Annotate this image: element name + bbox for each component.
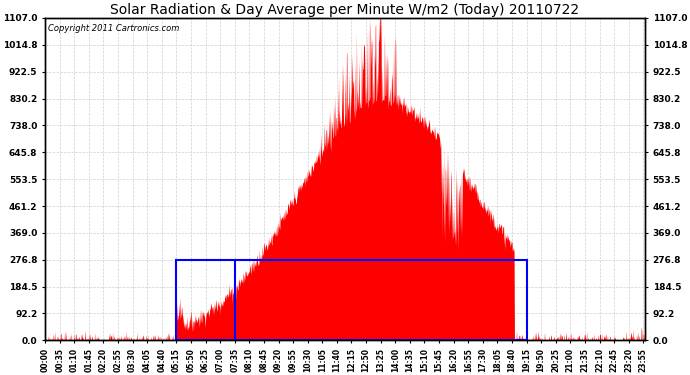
Text: Copyright 2011 Cartronics.com: Copyright 2011 Cartronics.com [48, 24, 179, 33]
Bar [177, 260, 526, 340]
Title: Solar Radiation & Day Average per Minute W/m2 (Today) 20110722: Solar Radiation & Day Average per Minute… [110, 3, 580, 17]
